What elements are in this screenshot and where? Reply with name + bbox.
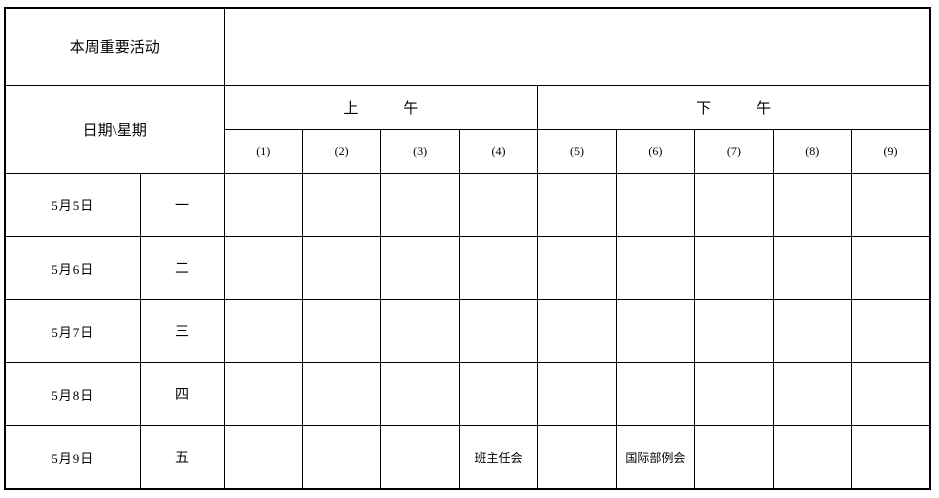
date-cell: 5月5日 xyxy=(4,172,141,237)
schedule-cell xyxy=(380,172,460,237)
schedule-cell xyxy=(458,362,539,427)
schedule-cell xyxy=(301,235,382,301)
schedule-cell xyxy=(537,425,617,490)
date-cell: 5月8日 xyxy=(4,362,141,427)
schedule-cell xyxy=(694,235,774,301)
period-header-row: (1) (2) (3) (4) (5) (6) (7) (8) (9) xyxy=(5,128,931,174)
schedule-cell xyxy=(380,299,460,364)
schedule-cell xyxy=(301,172,382,237)
schedule-cell xyxy=(223,425,303,490)
period-header-cell: (6) xyxy=(615,128,696,174)
schedule-cell xyxy=(537,172,617,237)
schedule-cell xyxy=(458,172,539,237)
schedule-cell xyxy=(380,425,460,490)
schedule-cell xyxy=(851,235,931,301)
schedule-cell xyxy=(615,299,696,364)
weekday-cell: 四 xyxy=(139,362,225,427)
schedule-cell xyxy=(772,362,853,427)
activities-row: 本周重要活动 xyxy=(4,7,931,86)
period-header-cell: (2) xyxy=(301,128,382,174)
schedule-cell xyxy=(301,425,382,490)
date-cell: 5月9日 xyxy=(4,425,141,490)
schedule-cell xyxy=(615,362,696,427)
schedule-cell xyxy=(851,299,931,364)
schedule-cell xyxy=(615,235,696,301)
day-row-thursday: 5月8日 四 xyxy=(4,362,931,427)
schedule-cell xyxy=(537,362,617,427)
schedule-cell xyxy=(380,362,460,427)
schedule-cell xyxy=(851,172,931,237)
schedule-cell xyxy=(772,299,853,364)
schedule-cell xyxy=(223,172,303,237)
activities-value-cell xyxy=(223,7,931,86)
weekday-cell: 五 xyxy=(139,425,225,490)
period-header-cell: (4) xyxy=(458,128,539,174)
schedule-cell xyxy=(772,235,853,301)
schedule-cell-event: 班主任会 xyxy=(458,425,539,490)
schedule-cell xyxy=(223,299,303,364)
date-week-header-cell: 日期\星期 xyxy=(4,84,225,174)
morning-header-cell: 上 午 xyxy=(223,84,539,130)
schedule-cell xyxy=(772,425,853,490)
schedule-cell xyxy=(851,425,931,490)
schedule-cell xyxy=(301,299,382,364)
date-cell: 5月6日 xyxy=(4,235,141,301)
schedule-cell xyxy=(458,235,539,301)
schedule-cell xyxy=(537,235,617,301)
activities-header-cell: 本周重要活动 xyxy=(4,7,225,86)
day-row-wednesday: 5月7日 三 xyxy=(4,299,931,364)
schedule-cell xyxy=(380,235,460,301)
weekday-cell: 三 xyxy=(139,299,225,364)
schedule-cell xyxy=(458,299,539,364)
period-header-cell: (8) xyxy=(772,128,853,174)
schedule-cell xyxy=(301,362,382,427)
period-header-cell: (9) xyxy=(851,128,931,174)
day-row-monday: 5月5日 一 xyxy=(4,172,931,237)
date-cell: 5月7日 xyxy=(4,299,141,364)
schedule-cell xyxy=(223,235,303,301)
weekday-cell: 二 xyxy=(139,235,225,301)
weekly-schedule-table: 本周重要活动 日期\星期 上 午 下 午 (1) (2) (3) (4) (5)… xyxy=(4,7,931,490)
schedule-cell xyxy=(694,299,774,364)
schedule-cell xyxy=(694,362,774,427)
schedule-cell xyxy=(694,425,774,490)
period-header-cell: (7) xyxy=(694,128,774,174)
schedule-cell xyxy=(851,362,931,427)
schedule-cell-event: 国际部例会 xyxy=(615,425,696,490)
ampm-header-row: 日期\星期 上 午 下 午 xyxy=(4,84,931,174)
weekday-cell: 一 xyxy=(139,172,225,237)
period-header-cell: (1) xyxy=(223,128,303,174)
day-row-friday: 5月9日 五 班主任会 国际部例会 xyxy=(4,425,931,490)
day-row-tuesday: 5月6日 二 xyxy=(4,235,931,301)
schedule-cell xyxy=(772,172,853,237)
schedule-cell xyxy=(223,362,303,427)
period-header-cell: (3) xyxy=(380,128,460,174)
schedule-cell xyxy=(615,172,696,237)
schedule-cell xyxy=(537,299,617,364)
schedule-cell xyxy=(694,172,774,237)
afternoon-header-cell: 下 午 xyxy=(537,84,931,130)
period-header-cell: (5) xyxy=(537,128,617,174)
